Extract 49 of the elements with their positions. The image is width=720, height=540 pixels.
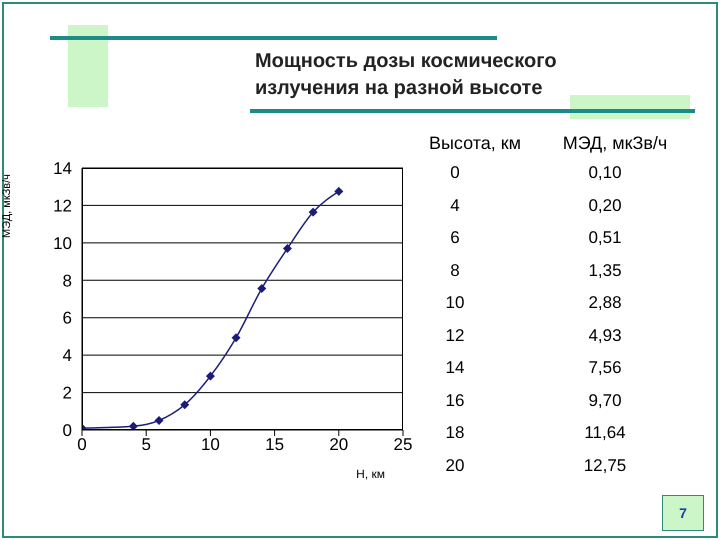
point	[232, 333, 241, 342]
y-tick-label: 8	[62, 271, 72, 290]
text: 12,75	[582, 456, 628, 476]
y-tick-label: 0	[62, 421, 72, 440]
point	[154, 416, 164, 425]
y-tick-label: 14	[53, 159, 72, 178]
text: 7,56	[587, 358, 623, 378]
text: 11,64	[583, 423, 627, 443]
point	[334, 186, 344, 196]
text: 0,51	[587, 228, 623, 248]
point	[128, 422, 138, 430]
text: 12	[444, 326, 466, 346]
y-tick-label: 6	[62, 308, 72, 328]
text: 7	[662, 495, 704, 531]
x-tick-label: 20	[329, 435, 348, 454]
text: 18	[444, 423, 466, 443]
y-tick-label: 10	[53, 234, 72, 253]
text: Высота, км	[428, 133, 522, 154]
y-axis-title: МЭД, мкЗв/ч	[0, 174, 13, 238]
text: 8	[449, 260, 461, 280]
text: 10	[444, 293, 466, 313]
x-tick-label: 15	[265, 435, 284, 454]
text: 6	[449, 228, 461, 248]
x-axis-title: Н, км	[356, 467, 385, 481]
x-tick-label: 0	[77, 435, 87, 454]
chart-title: Мощность дозы космического излучения на разной высоте	[255, 49, 557, 101]
text: МЭД, мкЗв/ч	[562, 133, 668, 154]
x-tick-label: 10	[200, 435, 220, 454]
text: 0,10	[587, 163, 623, 183]
point	[308, 208, 318, 217]
y-tick-label: 12	[53, 196, 72, 216]
text: 4,93	[587, 326, 623, 346]
text: 20	[444, 456, 466, 476]
text: 14	[444, 358, 466, 378]
text: 0	[449, 163, 461, 183]
text: 1,35	[587, 260, 623, 280]
x-tick-label: 25	[394, 435, 412, 454]
y-tick-label: 4	[62, 346, 72, 366]
point	[257, 284, 266, 294]
text: 0,20	[587, 196, 623, 216]
point	[180, 400, 190, 410]
text: 2,88	[587, 293, 623, 313]
point	[282, 244, 292, 253]
text: 9,70	[587, 390, 623, 410]
x-tick-label: 5	[141, 435, 151, 454]
point	[206, 372, 215, 381]
y-tick-label: 2	[62, 384, 72, 403]
text: 4	[449, 196, 461, 216]
text: 16	[444, 390, 466, 410]
